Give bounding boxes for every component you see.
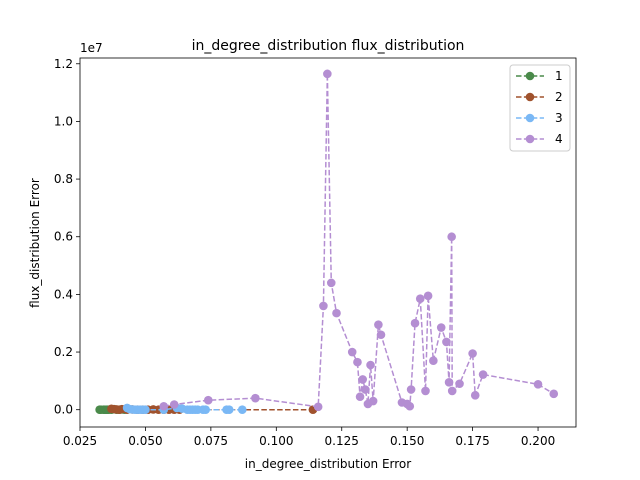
data-point-4-7: [326, 278, 336, 288]
legend-label-2: 2: [555, 90, 563, 104]
data-point-3-17: [201, 405, 210, 415]
y-tick-label: 0.2: [54, 345, 73, 359]
data-point-4-22: [406, 385, 416, 394]
data-point-4-35: [470, 390, 480, 400]
data-point-4-15: [366, 360, 375, 370]
x-tick-label: 0.075: [194, 434, 228, 448]
y-tick-label: 0.0: [54, 403, 73, 417]
y-tick-label: 0.4: [54, 287, 73, 301]
data-point-4-18: [376, 330, 386, 340]
data-point-4-5: [319, 301, 328, 311]
data-point-4-3: [251, 393, 260, 403]
series-layer: [95, 69, 559, 415]
data-point-4-31: [447, 232, 456, 242]
data-point-4-34: [468, 349, 477, 358]
legend-label-3: 3: [555, 111, 563, 125]
x-tick-label: 0.150: [390, 434, 424, 448]
data-point-4-32: [447, 386, 457, 396]
legend-marker-4: [525, 134, 535, 144]
data-point-4-24: [415, 294, 425, 304]
x-tick-label: 0.175: [455, 434, 489, 448]
data-point-4-0: [159, 401, 169, 411]
data-point-4-17: [374, 320, 383, 329]
data-point-4-8: [332, 308, 341, 318]
x-tick-label: 0.200: [521, 434, 555, 448]
data-point-4-21: [405, 401, 415, 411]
x-axis-label: in_degree_distribution Error: [245, 457, 412, 471]
legend-label-1: 1: [555, 69, 563, 83]
data-point-4-38: [549, 389, 559, 399]
legend-label-4: 4: [555, 132, 563, 146]
data-point-4-9: [347, 347, 357, 357]
data-point-4-1: [169, 400, 179, 409]
series-4: [159, 69, 559, 412]
series-3: [122, 403, 247, 415]
legend-marker-2: [525, 92, 535, 102]
data-point-4-27: [429, 356, 438, 366]
data-point-4-11: [355, 392, 365, 402]
y-tick-label: 1.2: [54, 57, 73, 71]
data-point-4-33: [455, 379, 464, 389]
data-point-3-19: [224, 405, 234, 415]
legend: 1 2 3 4: [509, 64, 571, 152]
data-point-4-13: [361, 385, 370, 394]
y-tick-label: 0.6: [54, 230, 73, 244]
x-tick-label: 0.125: [325, 434, 359, 448]
y-axis-label: flux_distribution Error: [28, 178, 42, 308]
data-point-3-20: [237, 405, 247, 415]
data-point-4-26: [423, 291, 433, 301]
y-tick-label: 0.8: [54, 172, 73, 186]
data-point-3-7: [141, 405, 150, 415]
data-point-4-4: [313, 402, 323, 412]
x-tick-label: 0.050: [128, 434, 162, 448]
x-tick-label: 0.025: [63, 434, 97, 448]
legend-marker-3: [525, 113, 535, 123]
y-tick-label: 1.0: [54, 114, 73, 128]
data-point-4-36: [478, 370, 488, 379]
data-point-4-37: [533, 380, 543, 389]
data-point-4-29: [442, 337, 451, 347]
data-point-4-25: [421, 386, 430, 396]
chart-title: in_degree_distribution flux_distribution: [192, 38, 465, 54]
data-point-4-28: [436, 323, 446, 332]
data-point-4-10: [353, 357, 362, 367]
legend-marker-1: [525, 71, 535, 81]
data-point-4-6: [323, 69, 332, 79]
plot-frame: [79, 57, 577, 428]
data-point-4-30: [444, 378, 454, 387]
data-point-4-12: [358, 375, 367, 384]
data-point-4-2: [203, 395, 213, 405]
x-tick-label: 0.100: [259, 434, 293, 448]
data-point-4-16: [368, 396, 378, 406]
data-point-4-23: [410, 318, 420, 328]
y-offset-label: 1e7: [80, 41, 103, 55]
legend-box: [509, 64, 571, 152]
axes-layer: 0.025 0.050 0.075 0.100 0.125 0.150 0.175 0.200…: [54, 57, 577, 448]
